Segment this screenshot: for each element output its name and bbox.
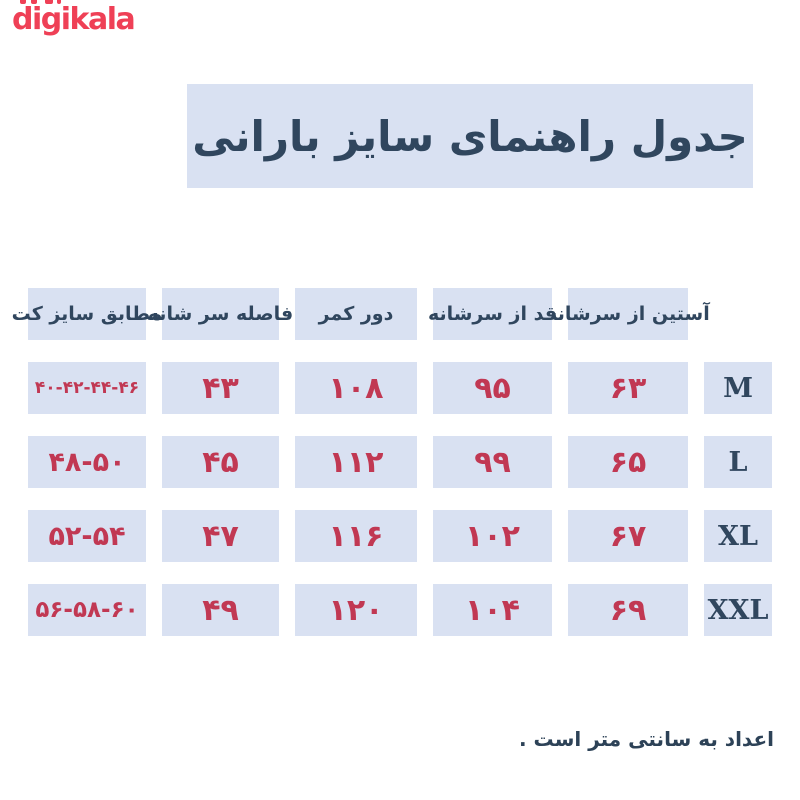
size-label-cell-xxl: XXL (704, 584, 772, 636)
header-label: مطابق سایز کت (11, 303, 163, 325)
cell-l-jacket: ۴۸-۵۰ (28, 436, 146, 488)
size-label-cell-xl: XL (704, 510, 772, 562)
value: ۴۵ (202, 444, 239, 480)
value: ۶۳ (609, 370, 647, 406)
cell-l-sleeve: ۶۵ (568, 436, 688, 488)
cell-l-height: ۹۹ (433, 436, 552, 488)
value: ۵۶-۵۸-۶۰ (35, 597, 139, 623)
cell-m-jacket: ۴۰-۴۲-۴۴-۴۶ (28, 362, 146, 414)
header-cell-size-spacer (704, 288, 772, 340)
units-note: اعداد به سانتی متر است . (518, 727, 774, 751)
page-title: جدول راهنمای سایز بارانی (192, 111, 748, 161)
value: ۱۱۶ (328, 518, 384, 554)
value: ۶۷ (609, 518, 647, 554)
value: ۴۹ (202, 592, 239, 628)
size-label: XL (718, 520, 758, 552)
size-label: M (723, 372, 753, 404)
cropped-red-dot (20, 0, 26, 4)
cell-l-waist: ۱۱۲ (295, 436, 417, 488)
header-cell-shoulder: فاصله سر شانه (148, 288, 293, 340)
header-label: فاصله سر شانه (147, 303, 294, 325)
cell-xxl-shoulder: ۴۹ (162, 584, 279, 636)
value: ۶۵ (609, 444, 647, 480)
digikala-logo: digikala (12, 2, 136, 37)
value: ۵۲-۵۴ (48, 520, 126, 552)
header-label: دور کمر (318, 303, 394, 325)
value: ۶۹ (609, 592, 647, 628)
cell-xxl-jacket: ۵۶-۵۸-۶۰ (28, 584, 146, 636)
cropped-red-dot (57, 0, 61, 4)
size-label-cell-m: M (704, 362, 772, 414)
value: ۴۷ (202, 518, 239, 554)
cell-m-height: ۹۵ (433, 362, 552, 414)
value: ۱۱۲ (328, 444, 384, 480)
header-label: آستین از سرشانه (546, 303, 710, 325)
value: ۱۰۲ (465, 518, 520, 554)
cell-l-shoulder: ۴۵ (162, 436, 279, 488)
title-banner: جدول راهنمای سایز بارانی (187, 84, 753, 188)
cropped-red-dot (31, 0, 37, 4)
header-label: قد از سرشانه (427, 303, 558, 325)
header-cell-jacket-size: مطابق سایز کت (12, 288, 162, 340)
cell-m-shoulder: ۴۳ (162, 362, 279, 414)
cell-m-sleeve: ۶۳ (568, 362, 688, 414)
cropped-red-dot (45, 0, 53, 4)
cell-xl-jacket: ۵۲-۵۴ (28, 510, 146, 562)
value: ۱۰۴ (465, 592, 520, 628)
cell-xxl-waist: ۱۲۰ (295, 584, 417, 636)
cell-xl-shoulder: ۴۷ (162, 510, 279, 562)
value: ۴۳ (202, 370, 239, 406)
cell-xxl-height: ۱۰۴ (433, 584, 552, 636)
value: ۱۰۸ (328, 370, 384, 406)
cell-xl-waist: ۱۱۶ (295, 510, 417, 562)
cell-xl-height: ۱۰۲ (433, 510, 552, 562)
size-label: XXL (707, 594, 769, 626)
size-label: L (728, 446, 748, 478)
value: ۴۰-۴۲-۴۴-۴۶ (34, 378, 140, 398)
value: ۱۲۰ (328, 592, 384, 628)
cell-xl-sleeve: ۶۷ (568, 510, 688, 562)
header-cell-height: قد از سرشانه (428, 288, 557, 340)
value: ۹۹ (474, 444, 511, 480)
header-cell-waist: دور کمر (295, 288, 417, 340)
cell-m-waist: ۱۰۸ (295, 362, 417, 414)
header-cell-sleeve: آستین از سرشانه (546, 288, 710, 340)
size-label-cell-l: L (704, 436, 772, 488)
cell-xxl-sleeve: ۶۹ (568, 584, 688, 636)
size-guide-table: آستین از سرشانه قد از سرشانه دور کمر فاص… (12, 288, 772, 636)
value: ۹۵ (474, 370, 511, 406)
value: ۴۸-۵۰ (48, 446, 126, 478)
